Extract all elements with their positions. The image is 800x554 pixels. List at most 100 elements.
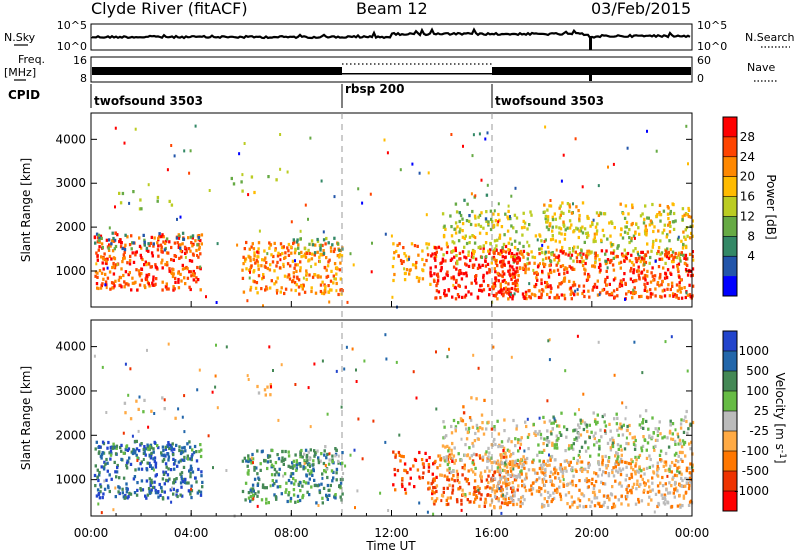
colorbar-frame	[722, 330, 738, 512]
heatmap-cell	[562, 211, 565, 215]
heatmap-cell	[161, 445, 165, 449]
heatmap-cell	[549, 238, 553, 242]
heatmap-cell	[594, 261, 597, 265]
heatmap-cell	[499, 477, 502, 481]
heatmap-cell	[302, 254, 305, 258]
heatmap-cell	[672, 475, 675, 479]
heatmap-cell	[691, 267, 695, 271]
heatmap-cell	[451, 484, 455, 488]
heatmap-cell	[287, 242, 291, 247]
heatmap-cell	[550, 253, 553, 257]
heatmap-cell	[505, 465, 509, 469]
heatmap-cell	[326, 483, 330, 488]
heatmap-cell	[114, 279, 117, 283]
heatmap-cell	[194, 124, 197, 128]
heatmap-cell	[251, 452, 254, 457]
heatmap-cell	[488, 251, 491, 255]
heatmap-cell	[153, 283, 156, 287]
heatmap-cell	[658, 257, 661, 261]
sky-tick-bottom: 10^0	[57, 40, 87, 53]
heatmap-cell	[463, 198, 466, 202]
heatmap-cell	[585, 231, 588, 236]
heatmap-cell	[634, 257, 638, 261]
heatmap-cell	[520, 436, 523, 440]
heatmap-cell	[601, 461, 604, 465]
heatmap-cell	[519, 442, 523, 446]
heatmap-cell	[131, 276, 134, 280]
heatmap-cell	[257, 476, 260, 480]
heatmap-cell	[400, 261, 404, 265]
heatmap-cell	[179, 249, 182, 253]
heatmap-cell	[572, 429, 575, 433]
heatmap-cell	[251, 457, 255, 461]
heatmap-cell	[633, 290, 636, 294]
heatmap-cell	[527, 447, 530, 451]
heatmap-cell	[112, 508, 115, 512]
heatmap-cell	[627, 290, 630, 294]
heatmap-cell	[680, 484, 683, 488]
heatmap-cell	[546, 459, 550, 463]
heatmap-cell	[147, 262, 151, 266]
heatmap-cell	[318, 255, 321, 259]
heatmap-cell	[495, 248, 498, 252]
heatmap-cell	[442, 277, 445, 281]
heatmap-cell	[281, 456, 284, 460]
heatmap-cell	[588, 463, 591, 467]
heatmap-cell	[474, 194, 477, 198]
heatmap-cell	[470, 281, 473, 285]
heatmap-cell	[149, 464, 152, 468]
heatmap-cell	[456, 475, 459, 479]
heatmap-cell	[613, 504, 617, 508]
heatmap-cell	[513, 239, 517, 243]
heatmap-cell	[433, 502, 436, 506]
heatmap-cell	[628, 240, 631, 245]
heatmap-cell	[674, 459, 678, 463]
heatmap-cell	[114, 452, 118, 456]
heatmap-cell	[286, 170, 289, 174]
heatmap-cell	[620, 502, 623, 506]
heatmap-cell	[660, 251, 664, 255]
heatmap-cell	[107, 238, 111, 242]
heatmap-cell	[107, 486, 110, 490]
heatmap-cell	[542, 415, 545, 419]
heatmap-cell	[672, 491, 675, 495]
heatmap-cell	[669, 254, 672, 258]
heatmap-cell	[624, 281, 627, 285]
heatmap-cell	[122, 495, 125, 499]
heatmap-cell	[305, 277, 308, 282]
heatmap-cell	[674, 428, 677, 432]
heatmap-cell	[335, 281, 338, 286]
heatmap-cell	[549, 470, 553, 474]
heatmap-cell	[568, 226, 572, 230]
heatmap-cell	[515, 464, 518, 468]
heatmap-cell	[172, 258, 175, 262]
heatmap-cell	[646, 242, 649, 246]
heatmap-cell	[393, 473, 397, 477]
heatmap-cell	[114, 495, 117, 499]
heatmap-cell	[507, 209, 510, 213]
heatmap-cell	[667, 256, 671, 260]
heatmap-cell	[488, 248, 492, 252]
heatmap-cell	[628, 476, 631, 481]
heatmap-cell	[469, 500, 472, 504]
heatmap-cell	[372, 419, 375, 423]
heatmap-cell	[662, 266, 665, 270]
heatmap-cell	[316, 239, 320, 243]
heatmap-cell	[546, 490, 550, 495]
heatmap-cell	[638, 277, 641, 281]
heatmap-cell	[349, 453, 352, 457]
heatmap-cell	[295, 240, 299, 244]
heatmap-cell	[294, 288, 297, 293]
heatmap-cell	[316, 237, 319, 242]
heatmap-cell	[691, 258, 695, 262]
heatmap-cell	[450, 424, 453, 429]
heatmap-cell	[626, 231, 630, 235]
heatmap-cell	[179, 493, 182, 497]
heatmap-cell	[127, 273, 130, 277]
heatmap-cell	[591, 264, 594, 268]
heatmap-cell	[609, 260, 612, 265]
heatmap-cell	[132, 190, 135, 194]
heatmap-cell	[627, 484, 630, 488]
heatmap-cell	[644, 260, 648, 265]
heatmap-cell	[502, 249, 505, 253]
